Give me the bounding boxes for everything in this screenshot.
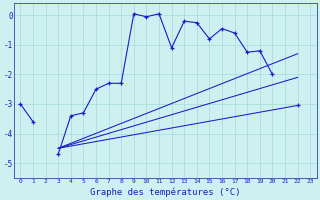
X-axis label: Graphe des températures (°C): Graphe des températures (°C) (90, 187, 241, 197)
